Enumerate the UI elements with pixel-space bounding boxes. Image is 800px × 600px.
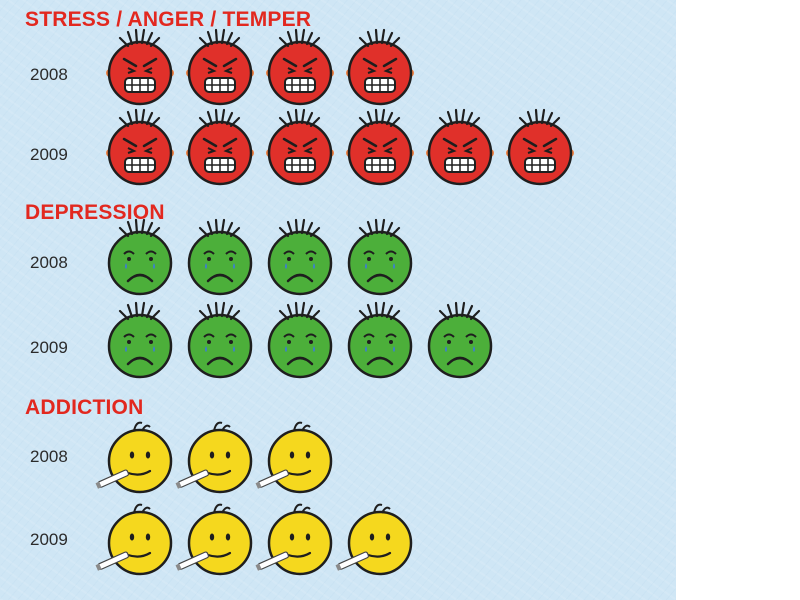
sad-face-icon: [107, 218, 173, 296]
row-year-stress-2009: 2009: [30, 145, 68, 164]
angry-face-icon: [426, 108, 494, 186]
pictograph-faces: [95, 28, 574, 576]
sad-face-icon: [267, 301, 333, 379]
sad-face-icon: [187, 301, 253, 379]
blank-margin: [676, 0, 800, 600]
angry-face-icon: [346, 108, 414, 186]
row-year-addiction-2008: 2008: [30, 447, 68, 466]
row-year-depression-2009: 2009: [30, 338, 68, 357]
angry-face-icon: [106, 28, 174, 106]
angry-face-icon: [266, 108, 334, 186]
angry-face-icon: [106, 108, 174, 186]
angry-face-icon: [346, 28, 414, 106]
sad-face-icon: [427, 301, 493, 379]
angry-face-icon: [266, 28, 334, 106]
sad-face-icon: [347, 218, 413, 296]
group-title-addiction: ADDICTION: [25, 396, 144, 419]
sad-face-icon: [267, 218, 333, 296]
smoking-face-icon: [95, 503, 173, 576]
group-title-stress: STRESS / ANGER / TEMPER: [25, 8, 312, 31]
angry-face-icon: [186, 108, 254, 186]
row-year-depression-2008: 2008: [30, 253, 68, 272]
smoking-face-icon: [335, 503, 413, 576]
smoking-face-icon: [175, 503, 253, 576]
row-year-addiction-2009: 2009: [30, 530, 68, 549]
smoking-face-icon: [175, 421, 253, 494]
sad-face-icon: [107, 301, 173, 379]
row-year-stress-2008: 2008: [30, 65, 68, 84]
sad-face-icon: [347, 301, 413, 379]
smoking-face-icon: [255, 503, 333, 576]
angry-face-icon: [186, 28, 254, 106]
chart-panel: STRESS / ANGER / TEMPER 2008 2009 DEPRES…: [0, 0, 676, 600]
smoking-face-icon: [255, 421, 333, 494]
angry-face-icon: [506, 108, 574, 186]
sad-face-icon: [187, 218, 253, 296]
group-title-depression: DEPRESSION: [25, 201, 165, 224]
smoking-face-icon: [95, 421, 173, 494]
